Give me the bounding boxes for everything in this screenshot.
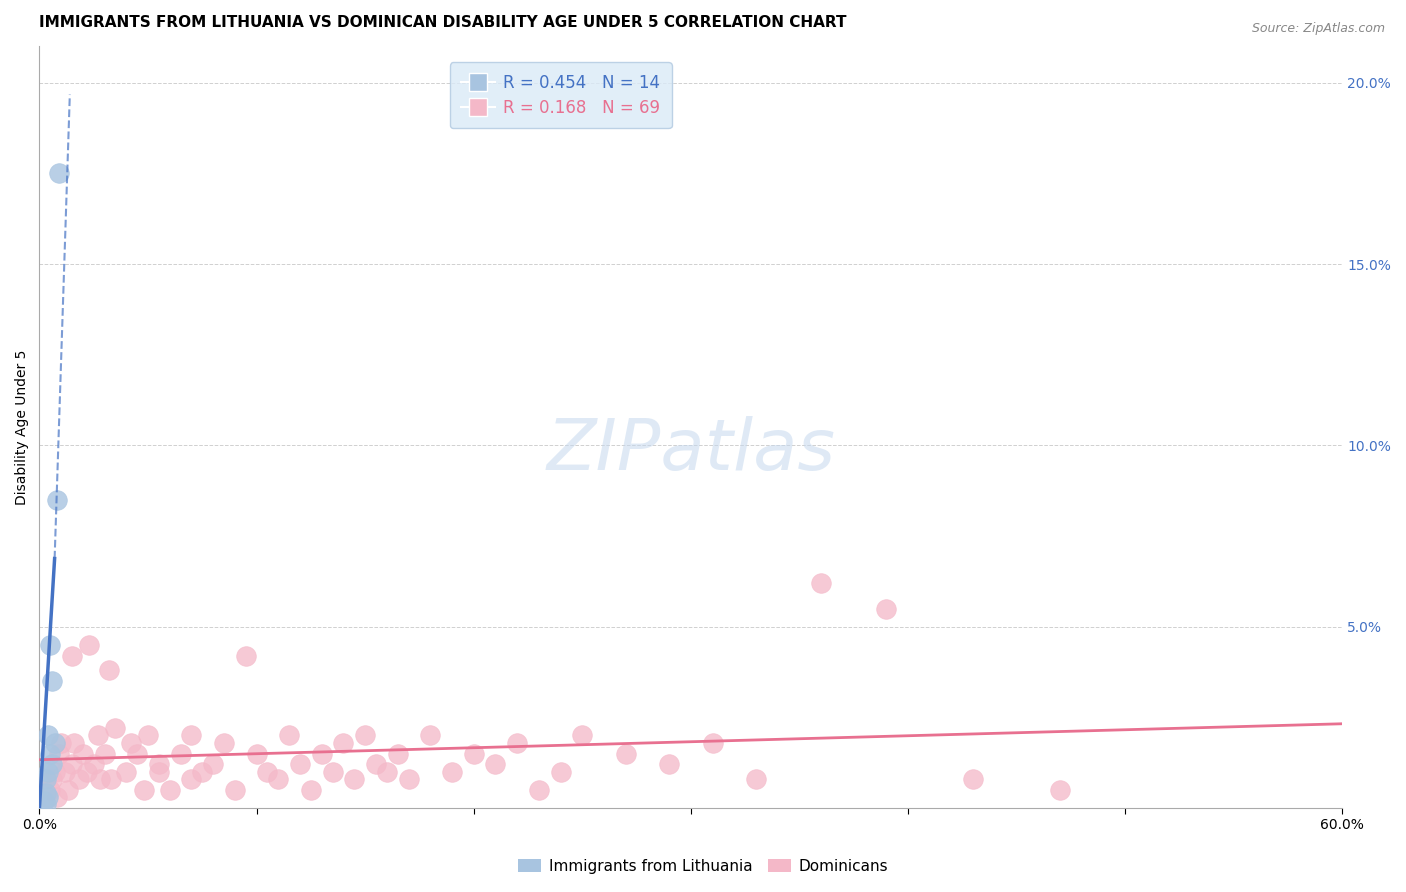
Point: [41, 674, 63, 689]
Point: [35, 772, 58, 786]
Point: [354, 729, 377, 743]
Point: [159, 782, 181, 797]
Point: [202, 757, 225, 772]
Point: [37, 790, 59, 805]
Legend: R = 0.454   N = 14, R = 0.168   N = 69: R = 0.454 N = 14, R = 0.168 N = 69: [450, 62, 672, 128]
Point: [48, 747, 70, 761]
Point: [87, 729, 110, 743]
Point: [93, 747, 115, 761]
Point: [180, 772, 202, 786]
Point: [614, 747, 637, 761]
Point: [67, 772, 90, 786]
Point: [962, 772, 984, 786]
Point: [180, 729, 202, 743]
Point: [1049, 782, 1071, 797]
Point: [41, 772, 63, 786]
Point: [136, 729, 159, 743]
Point: [364, 757, 387, 772]
Point: [115, 764, 138, 779]
Legend: Immigrants from Lithuania, Dominicans: Immigrants from Lithuania, Dominicans: [512, 853, 894, 880]
Point: [120, 736, 142, 750]
Point: [332, 736, 354, 750]
Point: [224, 782, 246, 797]
Point: [288, 757, 311, 772]
Point: [169, 747, 191, 761]
Point: [658, 757, 681, 772]
Point: [44, 764, 66, 779]
Text: IMMIGRANTS FROM LITHUANIA VS DOMINICAN DISABILITY AGE UNDER 5 CORRELATION CHART: IMMIGRANTS FROM LITHUANIA VS DOMINICAN D…: [39, 15, 846, 30]
Point: [37, 729, 59, 743]
Point: [63, 736, 86, 750]
Point: [45, 790, 67, 805]
Point: [267, 772, 290, 786]
Point: [212, 736, 235, 750]
Point: [48, 166, 70, 180]
Point: [104, 721, 127, 735]
Point: [419, 729, 441, 743]
Point: [484, 757, 506, 772]
Point: [148, 764, 170, 779]
Point: [127, 747, 149, 761]
Point: [35, 797, 58, 812]
Point: [440, 764, 463, 779]
Point: [39, 638, 62, 652]
Point: [49, 736, 72, 750]
Point: [100, 772, 122, 786]
Point: [235, 648, 257, 663]
Point: [37, 764, 59, 779]
Point: [322, 764, 344, 779]
Point: [41, 757, 63, 772]
Point: [745, 772, 768, 786]
Point: [148, 757, 170, 772]
Point: [45, 492, 67, 507]
Point: [375, 764, 398, 779]
Point: [571, 729, 593, 743]
Point: [702, 736, 724, 750]
Point: [56, 782, 79, 797]
Point: [60, 648, 83, 663]
Point: [55, 764, 77, 779]
Text: Source: ZipAtlas.com: Source: ZipAtlas.com: [1251, 22, 1385, 36]
Point: [39, 747, 62, 761]
Point: [97, 663, 120, 677]
Point: [875, 601, 897, 615]
Point: [810, 576, 832, 591]
Point: [343, 772, 366, 786]
Y-axis label: Disability Age Under 5: Disability Age Under 5: [15, 350, 30, 505]
Point: [387, 747, 409, 761]
Point: [76, 764, 98, 779]
Point: [79, 638, 101, 652]
Point: [72, 747, 94, 761]
Point: [60, 757, 83, 772]
Point: [256, 764, 278, 779]
Point: [506, 736, 529, 750]
Point: [463, 747, 485, 761]
Point: [44, 736, 66, 750]
Point: [278, 729, 301, 743]
Point: [132, 782, 155, 797]
Point: [398, 772, 420, 786]
Point: [191, 764, 214, 779]
Point: [527, 782, 550, 797]
Point: [35, 787, 58, 801]
Point: [245, 747, 267, 761]
Text: ZIPatlas: ZIPatlas: [547, 416, 835, 484]
Point: [311, 747, 333, 761]
Point: [83, 757, 105, 772]
Point: [89, 772, 111, 786]
Point: [550, 764, 572, 779]
Point: [32, 794, 55, 808]
Point: [39, 782, 62, 797]
Point: [299, 782, 322, 797]
